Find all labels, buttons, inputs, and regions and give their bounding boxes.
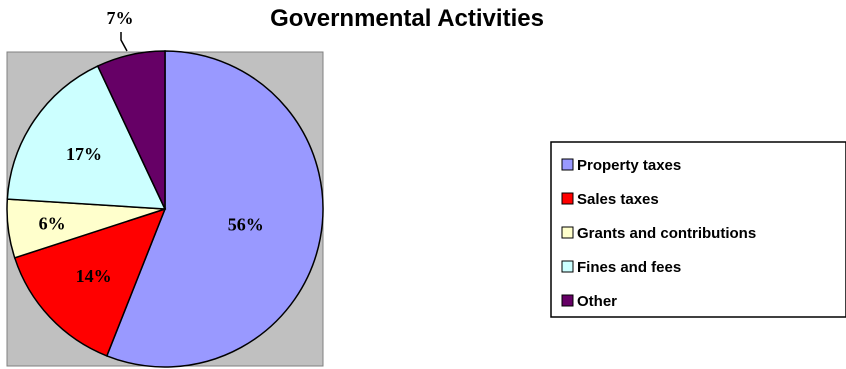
- legend-label: Sales taxes: [577, 191, 659, 208]
- legend-swatch: [561, 192, 574, 205]
- pie-slice-fines-and-fees: [6, 65, 167, 210]
- leader-line: [120, 32, 128, 52]
- legend-box: [550, 141, 846, 318]
- legend-swatch: [561, 158, 574, 171]
- pie-label: 17%: [66, 144, 102, 164]
- pie-label: 6%: [39, 213, 66, 233]
- legend-label: Fines and fees: [577, 259, 681, 276]
- legend-swatch: [561, 294, 574, 307]
- pie-label: 7%: [107, 8, 134, 28]
- legend-label: Other: [577, 293, 617, 310]
- legend-label: Property taxes: [577, 157, 681, 174]
- pie-slice-other: [96, 50, 166, 210]
- legend-label: Grants and contributions: [577, 225, 756, 242]
- legend: Property taxes Sales taxes Grants and cont…: [561, 157, 756, 310]
- pie-label: 56%: [228, 214, 264, 234]
- pie-label: 14%: [76, 266, 112, 286]
- pie-labels: 56% 14% 6% 17% 7%: [39, 8, 264, 286]
- legend-swatch: [561, 260, 574, 273]
- chart-title: Governmental Activities: [270, 5, 544, 32]
- pie-slice-property-taxes: [105, 50, 324, 368]
- legend-swatch: [561, 226, 574, 239]
- pie: [6, 50, 324, 368]
